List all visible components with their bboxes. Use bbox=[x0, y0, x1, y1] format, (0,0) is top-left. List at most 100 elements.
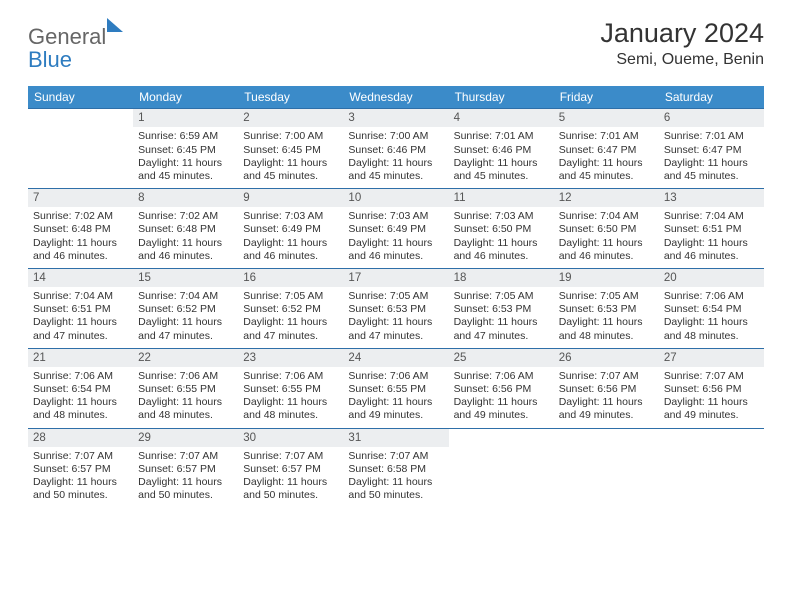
calendar-cell: 19Sunrise: 7:05 AMSunset: 6:53 PMDayligh… bbox=[554, 269, 659, 348]
sunrise-line: Sunrise: 7:06 AM bbox=[138, 370, 233, 383]
logo: General Blue bbox=[28, 18, 123, 72]
weekday-header: Wednesday bbox=[343, 86, 448, 108]
calendar-row: 14Sunrise: 7:04 AMSunset: 6:51 PMDayligh… bbox=[28, 268, 764, 348]
daylight-line: Daylight: 11 hours and 48 minutes. bbox=[559, 316, 654, 342]
calendar-cell: 30Sunrise: 7:07 AMSunset: 6:57 PMDayligh… bbox=[238, 429, 343, 508]
day-details: Sunrise: 7:04 AMSunset: 6:52 PMDaylight:… bbox=[133, 287, 238, 348]
calendar-cell: 2Sunrise: 7:00 AMSunset: 6:45 PMDaylight… bbox=[238, 109, 343, 188]
calendar-cell: 28Sunrise: 7:07 AMSunset: 6:57 PMDayligh… bbox=[28, 429, 133, 508]
day-details: Sunrise: 7:07 AMSunset: 6:56 PMDaylight:… bbox=[659, 367, 764, 428]
day-details: Sunrise: 7:06 AMSunset: 6:54 PMDaylight:… bbox=[28, 367, 133, 428]
daylight-line: Daylight: 11 hours and 49 minutes. bbox=[348, 396, 443, 422]
sunrise-line: Sunrise: 7:06 AM bbox=[33, 370, 128, 383]
daylight-line: Daylight: 11 hours and 49 minutes. bbox=[559, 396, 654, 422]
sunset-line: Sunset: 6:52 PM bbox=[243, 303, 338, 316]
sunset-line: Sunset: 6:56 PM bbox=[454, 383, 549, 396]
sunrise-line: Sunrise: 7:06 AM bbox=[348, 370, 443, 383]
logo-triangle-icon bbox=[107, 18, 123, 32]
day-number: 2 bbox=[238, 109, 343, 127]
weekday-header: Friday bbox=[554, 86, 659, 108]
sunrise-line: Sunrise: 7:05 AM bbox=[348, 290, 443, 303]
day-number: 16 bbox=[238, 269, 343, 287]
day-details: Sunrise: 7:07 AMSunset: 6:57 PMDaylight:… bbox=[238, 447, 343, 508]
day-number: 14 bbox=[28, 269, 133, 287]
sunset-line: Sunset: 6:49 PM bbox=[348, 223, 443, 236]
logo-part2: Blue bbox=[28, 47, 72, 72]
title-block: January 2024 Semi, Oueme, Benin bbox=[600, 18, 764, 69]
day-details: Sunrise: 7:01 AMSunset: 6:46 PMDaylight:… bbox=[449, 127, 554, 188]
sunrise-line: Sunrise: 7:02 AM bbox=[138, 210, 233, 223]
calendar-row: 7Sunrise: 7:02 AMSunset: 6:48 PMDaylight… bbox=[28, 188, 764, 268]
calendar-body: 1Sunrise: 6:59 AMSunset: 6:45 PMDaylight… bbox=[28, 108, 764, 507]
calendar-cell: 4Sunrise: 7:01 AMSunset: 6:46 PMDaylight… bbox=[449, 109, 554, 188]
day-details: Sunrise: 7:07 AMSunset: 6:57 PMDaylight:… bbox=[133, 447, 238, 508]
calendar-cell: 6Sunrise: 7:01 AMSunset: 6:47 PMDaylight… bbox=[659, 109, 764, 188]
day-number: 12 bbox=[554, 189, 659, 207]
day-details: Sunrise: 7:05 AMSunset: 6:53 PMDaylight:… bbox=[554, 287, 659, 348]
sunrise-line: Sunrise: 6:59 AM bbox=[138, 130, 233, 143]
day-number: 10 bbox=[343, 189, 448, 207]
day-number: 13 bbox=[659, 189, 764, 207]
month-title: January 2024 bbox=[600, 18, 764, 49]
day-number: 15 bbox=[133, 269, 238, 287]
day-details: Sunrise: 7:02 AMSunset: 6:48 PMDaylight:… bbox=[133, 207, 238, 268]
daylight-line: Daylight: 11 hours and 50 minutes. bbox=[348, 476, 443, 502]
daylight-line: Daylight: 11 hours and 50 minutes. bbox=[33, 476, 128, 502]
sunrise-line: Sunrise: 7:06 AM bbox=[454, 370, 549, 383]
day-number: 21 bbox=[28, 349, 133, 367]
day-number: 6 bbox=[659, 109, 764, 127]
sunrise-line: Sunrise: 7:04 AM bbox=[664, 210, 759, 223]
sunrise-line: Sunrise: 7:07 AM bbox=[138, 450, 233, 463]
daylight-line: Daylight: 11 hours and 48 minutes. bbox=[138, 396, 233, 422]
day-number: 7 bbox=[28, 189, 133, 207]
calendar-cell: 26Sunrise: 7:07 AMSunset: 6:56 PMDayligh… bbox=[554, 349, 659, 428]
daylight-line: Daylight: 11 hours and 50 minutes. bbox=[243, 476, 338, 502]
daylight-line: Daylight: 11 hours and 46 minutes. bbox=[454, 237, 549, 263]
day-details: Sunrise: 7:07 AMSunset: 6:58 PMDaylight:… bbox=[343, 447, 448, 508]
day-details: Sunrise: 7:04 AMSunset: 6:51 PMDaylight:… bbox=[28, 287, 133, 348]
calendar-cell bbox=[554, 429, 659, 508]
daylight-line: Daylight: 11 hours and 50 minutes. bbox=[138, 476, 233, 502]
daylight-line: Daylight: 11 hours and 45 minutes. bbox=[138, 157, 233, 183]
calendar-cell: 3Sunrise: 7:00 AMSunset: 6:46 PMDaylight… bbox=[343, 109, 448, 188]
day-details: Sunrise: 7:03 AMSunset: 6:49 PMDaylight:… bbox=[343, 207, 448, 268]
day-details: Sunrise: 7:03 AMSunset: 6:50 PMDaylight:… bbox=[449, 207, 554, 268]
day-number: 4 bbox=[449, 109, 554, 127]
day-number: 23 bbox=[238, 349, 343, 367]
daylight-line: Daylight: 11 hours and 47 minutes. bbox=[454, 316, 549, 342]
daylight-line: Daylight: 11 hours and 46 minutes. bbox=[664, 237, 759, 263]
day-number: 5 bbox=[554, 109, 659, 127]
calendar-header-row: SundayMondayTuesdayWednesdayThursdayFrid… bbox=[28, 86, 764, 108]
calendar-row: 1Sunrise: 6:59 AMSunset: 6:45 PMDaylight… bbox=[28, 108, 764, 188]
sunset-line: Sunset: 6:55 PM bbox=[243, 383, 338, 396]
sunset-line: Sunset: 6:53 PM bbox=[559, 303, 654, 316]
day-details: Sunrise: 7:06 AMSunset: 6:55 PMDaylight:… bbox=[343, 367, 448, 428]
sunrise-line: Sunrise: 7:05 AM bbox=[243, 290, 338, 303]
day-number: 25 bbox=[449, 349, 554, 367]
weekday-header: Thursday bbox=[449, 86, 554, 108]
day-details: Sunrise: 7:07 AMSunset: 6:56 PMDaylight:… bbox=[554, 367, 659, 428]
sunset-line: Sunset: 6:55 PM bbox=[138, 383, 233, 396]
sunrise-line: Sunrise: 7:04 AM bbox=[559, 210, 654, 223]
sunset-line: Sunset: 6:54 PM bbox=[664, 303, 759, 316]
daylight-line: Daylight: 11 hours and 49 minutes. bbox=[664, 396, 759, 422]
day-number: 18 bbox=[449, 269, 554, 287]
daylight-line: Daylight: 11 hours and 46 minutes. bbox=[559, 237, 654, 263]
day-details: Sunrise: 6:59 AMSunset: 6:45 PMDaylight:… bbox=[133, 127, 238, 188]
daylight-line: Daylight: 11 hours and 48 minutes. bbox=[33, 396, 128, 422]
calendar-cell: 23Sunrise: 7:06 AMSunset: 6:55 PMDayligh… bbox=[238, 349, 343, 428]
sunset-line: Sunset: 6:53 PM bbox=[348, 303, 443, 316]
day-details: Sunrise: 7:02 AMSunset: 6:48 PMDaylight:… bbox=[28, 207, 133, 268]
day-number: 8 bbox=[133, 189, 238, 207]
calendar-cell: 22Sunrise: 7:06 AMSunset: 6:55 PMDayligh… bbox=[133, 349, 238, 428]
day-details: Sunrise: 7:04 AMSunset: 6:51 PMDaylight:… bbox=[659, 207, 764, 268]
calendar-cell: 25Sunrise: 7:06 AMSunset: 6:56 PMDayligh… bbox=[449, 349, 554, 428]
weekday-header: Sunday bbox=[28, 86, 133, 108]
sunset-line: Sunset: 6:50 PM bbox=[559, 223, 654, 236]
day-number: 17 bbox=[343, 269, 448, 287]
calendar-cell bbox=[28, 109, 133, 188]
sunrise-line: Sunrise: 7:06 AM bbox=[243, 370, 338, 383]
sunrise-line: Sunrise: 7:04 AM bbox=[33, 290, 128, 303]
day-number: 20 bbox=[659, 269, 764, 287]
daylight-line: Daylight: 11 hours and 47 minutes. bbox=[348, 316, 443, 342]
